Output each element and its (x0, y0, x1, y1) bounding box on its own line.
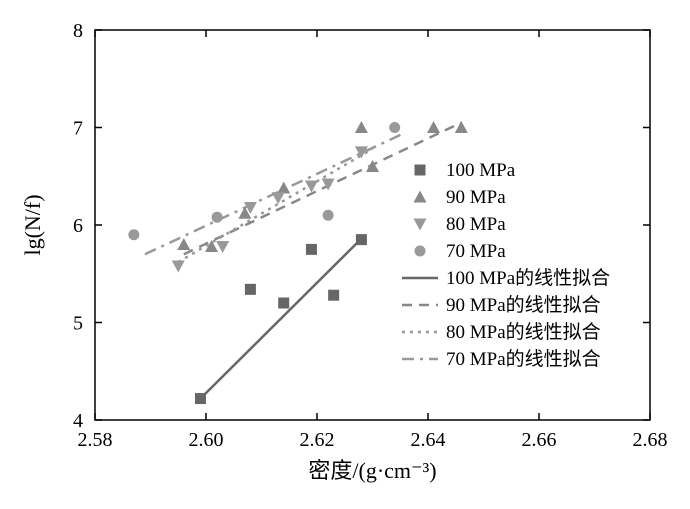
fit-line (178, 149, 372, 262)
fit-line (184, 123, 462, 255)
marker-square (278, 298, 289, 309)
marker-triangle-down (216, 241, 229, 253)
marker-triangle-up (277, 181, 290, 193)
fit-line (200, 239, 361, 399)
x-tick-label: 2.58 (78, 429, 113, 451)
marker-triangle-down (305, 181, 318, 193)
marker-square (328, 290, 339, 301)
y-axis-label: lg(N/f) (20, 194, 45, 255)
y-tick-label: 7 (73, 118, 83, 140)
legend-label: 100 MPa的线性拟合 (446, 267, 610, 289)
marker-circle (128, 229, 139, 240)
legend-label: 90 MPa的线性拟合 (446, 294, 601, 316)
x-tick-label: 2.62 (300, 429, 335, 451)
marker-circle (415, 246, 426, 257)
chart-container: 2.58 2.60 2.62 2.64 2.66 2.68 4 5 6 7 8 密度/(g·cm⁻³)… (0, 0, 690, 509)
y-tick-label: 8 (73, 20, 83, 42)
x-axis-label: 密度/(g·cm⁻³) (308, 458, 436, 483)
marker-triangle-down (414, 219, 427, 231)
marker-triangle-up (414, 191, 427, 203)
marker-triangle-down (172, 260, 185, 272)
x-tick-label: 2.64 (411, 429, 446, 451)
marker-square (245, 284, 256, 295)
marker-square (306, 244, 317, 255)
marker-square (415, 165, 426, 176)
legend-label: 80 MPa的线性拟合 (446, 321, 601, 343)
marker-circle (323, 210, 334, 221)
marker-triangle-up (455, 121, 468, 133)
y-tick-label: 4 (73, 410, 83, 432)
y-tick-label: 6 (73, 215, 83, 237)
scatter-chart: 2.58 2.60 2.62 2.64 2.66 2.68 4 5 6 7 8 密度/(g·cm⁻³)… (0, 0, 690, 509)
legend-label: 80 MPa (446, 214, 506, 235)
legend-label: 70 MPa的线性拟合 (446, 348, 601, 370)
y-tick-label: 5 (73, 313, 83, 335)
marker-triangle-up (355, 121, 368, 133)
marker-square (356, 234, 367, 245)
marker-triangle-up (427, 121, 440, 133)
legend-label: 100 MPa (446, 160, 516, 181)
legend-label: 70 MPa (446, 241, 506, 262)
marker-circle (212, 212, 223, 223)
x-tick-label: 2.66 (522, 429, 557, 451)
legend-label: 90 MPa (446, 187, 506, 208)
marker-square (195, 393, 206, 404)
marker-triangle-up (177, 238, 190, 250)
x-tick-label: 2.60 (189, 429, 224, 451)
marker-circle (389, 122, 400, 133)
x-tick-label: 2.68 (633, 429, 668, 451)
